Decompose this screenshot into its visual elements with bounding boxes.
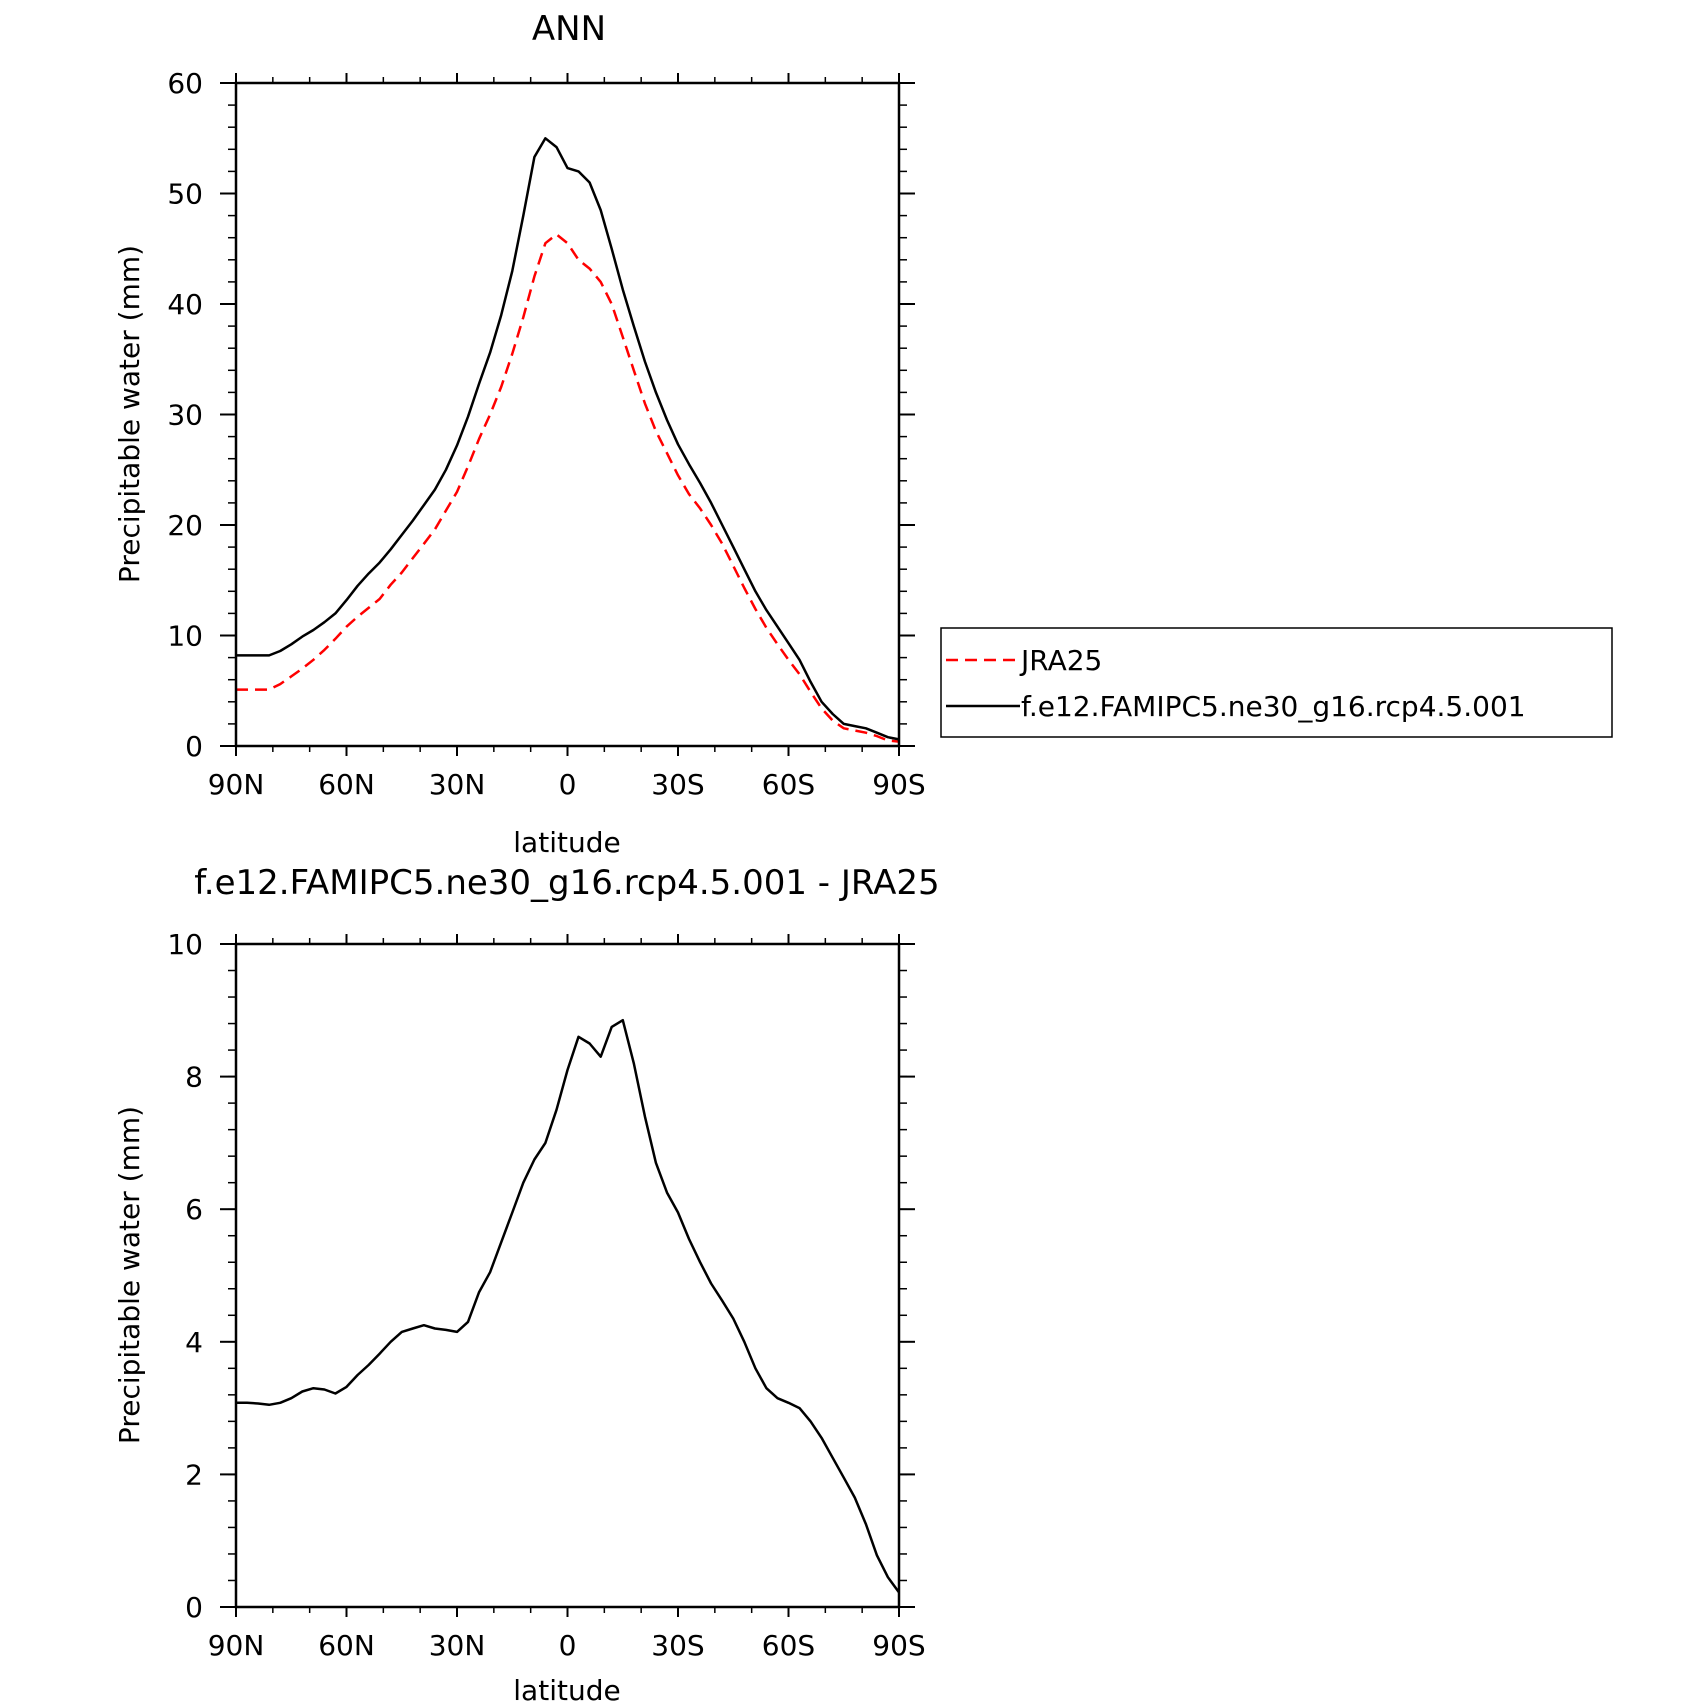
y-tick-label: 8 (185, 1061, 203, 1094)
x-tick-label: 0 (559, 1629, 577, 1662)
x-tick-label: 30S (651, 1629, 704, 1662)
y-tick-label: 10 (167, 620, 203, 653)
y-tick-label: 30 (167, 399, 203, 432)
tick-labels: 90N 60N 30N 0 30S 60S 90S 0 2 4 6 8 10 (167, 928, 925, 1662)
plot-lines (236, 1018, 901, 1594)
x-tick-label: 60S (762, 1629, 815, 1662)
chart-title: f.e12.FAMIPC5.ne30_g16.rcp4.5.001 - JRA2… (194, 863, 939, 903)
x-tick-label: 30S (651, 768, 704, 801)
series-line-f-e12-famipc5-ne30-g16-rcp4-5-001 (236, 137, 900, 741)
x-tick-label: 0 (559, 768, 577, 801)
panel-difference: f.e12.FAMIPC5.ne30_g16.rcp4.5.001 - JRA2… (113, 863, 940, 1707)
x-tick-label: 90S (872, 768, 925, 801)
y-tick-label: 10 (167, 928, 203, 961)
axis-ticks (220, 934, 915, 1617)
y-tick-label: 60 (167, 67, 203, 100)
y-axis-label: Precipitable water (mm) (113, 245, 146, 583)
plot-frame (234, 81, 901, 748)
y-axis-label: Precipitable water (mm) (113, 1106, 146, 1444)
x-tick-label: 60N (318, 768, 375, 801)
axis-ticks (220, 73, 915, 756)
y-tick-label: 50 (167, 178, 203, 211)
series-line-jra25 (236, 233, 900, 743)
x-tick-label: 90N (208, 1629, 265, 1662)
x-tick-label: 60S (762, 768, 815, 801)
y-tick-label: 0 (185, 1591, 203, 1624)
y-tick-label: 4 (185, 1326, 203, 1359)
x-tick-label: 90N (208, 768, 265, 801)
legend-box (940, 627, 1613, 738)
legend-label-jra25: JRA25 (1019, 644, 1102, 677)
y-tick-label: 20 (167, 509, 203, 542)
series-line-difference (236, 1018, 901, 1594)
y-tick-label: 2 (185, 1458, 203, 1491)
x-tick-label: 30N (429, 1629, 486, 1662)
tick-labels: 90N 60N 30N 0 30S 60S 90S 0 10 20 30 40 50 60 (167, 67, 925, 801)
y-tick-label: 6 (185, 1193, 203, 1226)
x-axis-label: latitude (513, 1674, 620, 1707)
plot-lines (236, 137, 900, 743)
x-tick-label: 60N (318, 1629, 375, 1662)
y-tick-label: 0 (185, 730, 203, 763)
panel-annual-mean: ANN 90N 60N 30N 0 30S 60S 90S 0 10 20 30 40 50 60 lat… (113, 9, 926, 859)
legend-label-model: f.e12.FAMIPC5.ne30_g16.rcp4.5.001 (1021, 690, 1526, 723)
y-tick-label: 40 (167, 288, 203, 321)
x-axis-label: latitude (513, 826, 620, 859)
chart-title: ANN (532, 9, 606, 49)
plot-frame (234, 942, 901, 1609)
legend: JRA25 f.e12.FAMIPC5.ne30_g16.rcp4.5.001 (940, 627, 1613, 738)
x-tick-label: 90S (872, 1629, 925, 1662)
x-tick-label: 30N (429, 768, 486, 801)
